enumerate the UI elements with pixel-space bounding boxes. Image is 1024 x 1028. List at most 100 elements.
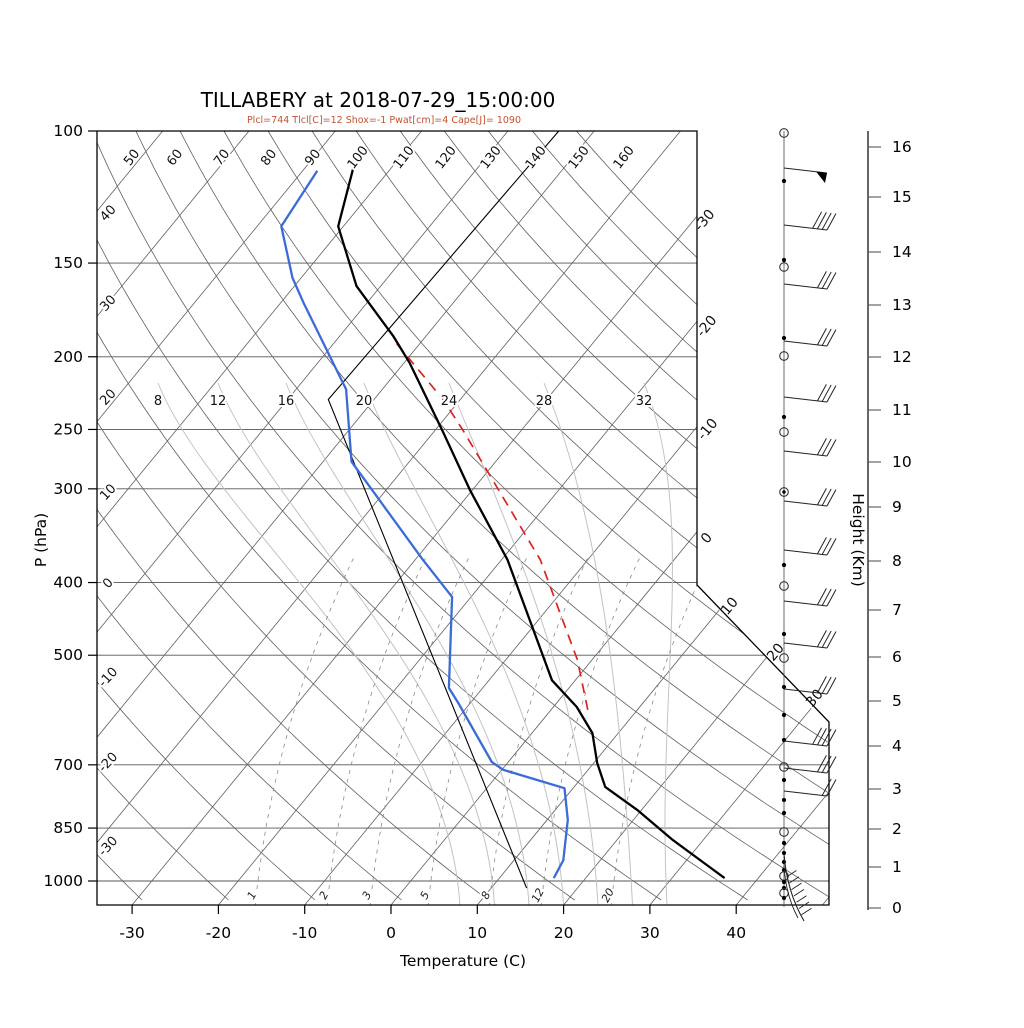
- wind-barb-feather: [822, 756, 831, 773]
- dry-adiabat-label-top: 150: [566, 143, 593, 172]
- wind-barb-feather: [813, 728, 822, 745]
- dry-adiabat-label-top: 80: [258, 147, 280, 169]
- isotherm-line: [564, 131, 1024, 905]
- wind-barb-feather: [827, 632, 836, 649]
- height-tick-label: 12: [892, 348, 912, 366]
- wind-barb-feather: [827, 386, 836, 403]
- wind-barb-feather: [822, 213, 831, 230]
- wind-barb-feather: [827, 440, 836, 457]
- adiabat-label-left: 40: [97, 202, 119, 224]
- wind-tail-feather: [802, 908, 812, 915]
- dry-adiabat-label-top: 160: [611, 143, 638, 172]
- sounding-curves: [281, 131, 724, 888]
- wind-barb-feather: [817, 271, 826, 288]
- pressure-tick-label: 150: [53, 254, 83, 272]
- pressure-tick-label: 200: [53, 348, 83, 366]
- height-tick-label: 5: [892, 692, 902, 710]
- pressure-axis-label: P (hPa): [32, 513, 50, 567]
- height-tick-label: 9: [892, 498, 902, 516]
- temperature-tick-label: 20: [554, 924, 574, 942]
- wind-barb-feather: [827, 678, 836, 695]
- dry-adiabat-line: [0, 131, 142, 900]
- pressure-tick-label: 400: [53, 574, 83, 592]
- wind-tail-feather: [792, 883, 802, 890]
- wind-barb-staff: [784, 791, 827, 796]
- wind-barb-feather: [827, 590, 836, 607]
- wind-barb-staff: [784, 741, 827, 746]
- height-tick-label: 15: [892, 188, 912, 206]
- mixing-ratio-label: 20: [599, 886, 617, 904]
- pressure-tick-label: 700: [53, 756, 83, 774]
- wind-dot: [782, 258, 786, 262]
- mixing-ratio-line: [327, 555, 427, 907]
- wind-dot: [782, 632, 786, 636]
- wind-barb-staff: [784, 341, 827, 346]
- height-tick-label: 8: [892, 552, 902, 570]
- isotherm-label-right: -30: [691, 207, 718, 235]
- dry-adiabat-line: [0, 131, 575, 900]
- dry-adiabat-label-top: 120: [433, 143, 460, 172]
- dry-adiabat-line: [0, 131, 488, 900]
- wind-dot: [782, 336, 786, 340]
- moist-adiabat-label: 24: [441, 394, 458, 409]
- isotherm-line: [0, 131, 422, 905]
- isotherm-label-right: 0: [698, 530, 716, 547]
- wind-barb-feather: [817, 755, 826, 772]
- wind-barb-staff: [784, 550, 827, 555]
- plot-frame: [97, 131, 829, 905]
- temperature-tick-label: -30: [119, 924, 144, 942]
- wind-barb-feather: [817, 384, 826, 401]
- wind-tail-feather: [797, 896, 807, 903]
- wind-barb-feather: [822, 385, 831, 402]
- mixing-ratio-line: [255, 555, 355, 907]
- dry-adiabat-line: [4, 131, 661, 900]
- dry-adiabat-line: [0, 131, 402, 900]
- temperature-tick-label: -20: [206, 924, 231, 942]
- height-tick-label: 3: [892, 780, 902, 798]
- axes: 1001502002503004005007008501000-30-20-10…: [44, 122, 912, 942]
- temperature-axis-label: Temperature (C): [399, 952, 526, 970]
- wind-tail-feather: [789, 877, 799, 884]
- adiabat-label-left: 0: [100, 575, 117, 591]
- temperature-tick-label: 10: [467, 924, 487, 942]
- pressure-tick-label: 300: [53, 480, 83, 498]
- auxiliary-trace-curve: [328, 131, 559, 888]
- dry-adiabat-line: [48, 131, 748, 900]
- wind-barb-feather: [817, 676, 826, 693]
- wind-barb-staff: [784, 768, 827, 773]
- wind-barb-staff: [784, 284, 827, 289]
- wind-barb-feather: [827, 539, 836, 556]
- wind-dot: [782, 713, 786, 717]
- dry-adiabat-line: [576, 131, 1024, 900]
- adiabat-label-left: -10: [96, 665, 121, 691]
- wind-barb-feather: [817, 588, 826, 605]
- mixing-ratio-label: 8: [479, 889, 494, 901]
- wind-barb-pennant: [816, 172, 827, 184]
- moist-adiabat-label: 16: [278, 394, 295, 409]
- dry-adiabat-line: [532, 131, 1024, 900]
- wind-barb-feather: [822, 729, 831, 746]
- dry-adiabat-line: [180, 131, 1007, 900]
- pressure-tick-label: 500: [53, 646, 83, 664]
- wind-barb-feather: [822, 329, 831, 346]
- wind-barb-staff: [784, 643, 827, 648]
- isotherm-label-right: 10: [718, 594, 742, 618]
- wind-barb-staff: [784, 451, 827, 456]
- wind-barb-feather: [822, 439, 831, 456]
- dry-adiabat-line: [136, 131, 921, 900]
- isotherm-line: [0, 131, 594, 905]
- moist-adiabat-label: 12: [210, 394, 227, 409]
- pressure-tick-label: 100: [53, 122, 83, 140]
- height-tick-label: 13: [892, 296, 912, 314]
- pressure-tick-label: 250: [53, 420, 83, 438]
- height-tick-label: 14: [892, 243, 912, 261]
- chart-title: TILLABERY at 2018-07-29_15:00:00: [200, 88, 556, 112]
- wind-barb-feather: [822, 538, 831, 555]
- adiabat-label-left: 10: [97, 481, 119, 503]
- wind-barb-feather: [813, 212, 822, 229]
- height-tick-label: 10: [892, 453, 912, 471]
- plot-border: [97, 131, 829, 905]
- wind-barb-feather: [827, 490, 836, 507]
- dry-adiabat-line: [444, 131, 1024, 900]
- isotherm-label-right: -10: [694, 416, 721, 444]
